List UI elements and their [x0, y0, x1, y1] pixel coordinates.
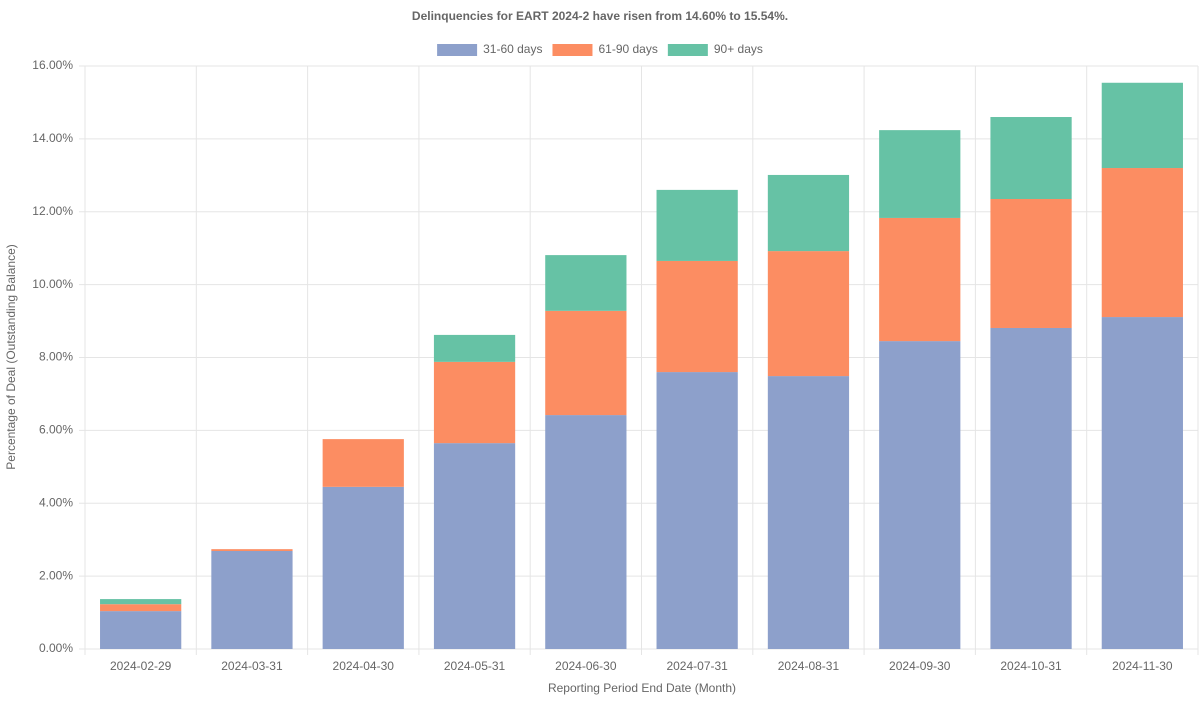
bar-segment [545, 415, 627, 649]
bar-segment [990, 327, 1072, 649]
y-axis-title: Percentage of Deal (Outstanding Balance) [4, 244, 18, 469]
bar-segment [211, 550, 293, 649]
legend-swatch [552, 44, 593, 56]
bar-segment [1101, 168, 1183, 318]
bar-segment [545, 310, 627, 416]
x-tick-label: 2024-02-29 [110, 659, 172, 673]
x-tick-label: 2024-05-31 [444, 659, 506, 673]
y-tick-label: 12.00% [32, 204, 73, 218]
y-tick-label: 0.00% [39, 641, 73, 655]
legend-label: 90+ days [714, 42, 763, 56]
y-tick-label: 8.00% [39, 350, 73, 364]
x-tick-label: 2024-06-30 [555, 659, 617, 673]
bar-segment [990, 117, 1072, 199]
y-tick-label: 10.00% [32, 277, 73, 291]
x-axis-title: Reporting Period End Date (Month) [548, 681, 736, 695]
bar-segment [767, 174, 850, 252]
bar-segment [656, 260, 738, 373]
bar-segment [656, 372, 738, 649]
bar-segment [767, 376, 850, 649]
x-tick-label: 2024-09-30 [889, 659, 951, 673]
chart-title: Delinquencies for EART 2024-2 have risen… [412, 9, 788, 23]
y-tick-label: 4.00% [39, 495, 73, 509]
x-tick-label: 2024-03-31 [221, 659, 283, 673]
bar-segment [100, 611, 182, 649]
y-tick-label: 14.00% [32, 131, 73, 145]
bar-segment [1101, 317, 1183, 649]
bar-segment [433, 334, 516, 362]
bar-segment [433, 361, 516, 444]
bar-segment [322, 486, 404, 649]
x-tick-label: 2024-07-31 [666, 659, 728, 673]
bar-segment [990, 198, 1072, 328]
bar-segment [322, 439, 404, 487]
bar-segment [100, 604, 182, 612]
y-tick-label: 6.00% [39, 423, 73, 437]
bar-segment [211, 549, 293, 551]
bar-segment [879, 341, 961, 649]
y-tick-label: 16.00% [32, 58, 73, 72]
y-tick-label: 2.00% [39, 568, 73, 582]
x-tick-label: 2024-10-31 [1000, 659, 1062, 673]
bar-segment [767, 251, 850, 377]
bar-segment [656, 189, 738, 261]
bar-segment [879, 217, 961, 342]
legend-swatch [667, 44, 708, 56]
bar-segment [100, 599, 182, 605]
legend-label: 61-90 days [598, 42, 657, 56]
legend-swatch [437, 44, 478, 56]
bar-segment [545, 255, 627, 311]
bar-segment [433, 443, 516, 649]
x-tick-label: 2024-04-30 [333, 659, 395, 673]
x-tick-label: 2024-11-30 [1112, 659, 1173, 673]
x-tick-label: 2024-08-31 [778, 659, 840, 673]
bar-segment [879, 130, 961, 218]
bar-segment [1101, 82, 1183, 169]
legend-label: 31-60 days [483, 42, 542, 56]
